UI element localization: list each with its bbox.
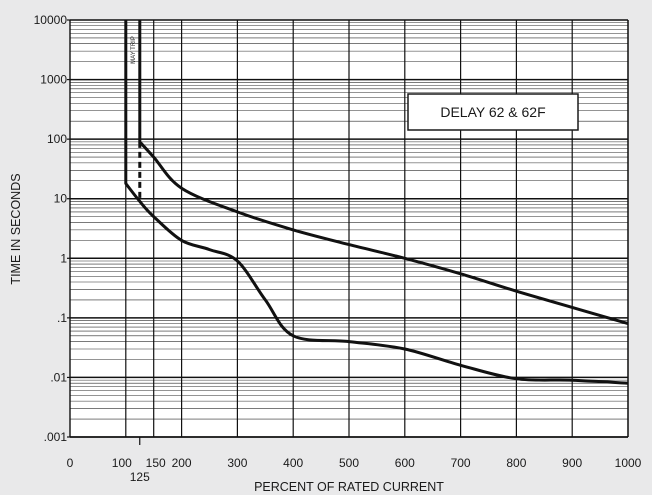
x-tick-label: 400	[283, 456, 303, 470]
y-tick-label: .001	[44, 430, 68, 444]
y-tick-label: .01	[50, 370, 67, 384]
x-axis-title: PERCENT OF RATED CURRENT	[254, 480, 444, 494]
x-tick-label: 200	[172, 456, 192, 470]
x-tick-label: 700	[451, 456, 471, 470]
legend-label: DELAY 62 & 62F	[440, 104, 545, 120]
x-tick-label: 500	[339, 456, 359, 470]
y-tick-label: 1	[60, 251, 67, 265]
may-trip-label: MAY TRIP	[131, 36, 137, 64]
legend: DELAY 62 & 62F	[407, 93, 579, 131]
x-tick-label: 300	[227, 456, 247, 470]
series-lower	[124, 20, 629, 385]
x-tick-label: 600	[395, 456, 415, 470]
y-tick-label: 10000	[34, 13, 68, 27]
y-tick-label: 100	[47, 132, 67, 146]
x-tick-label-125: 125	[130, 470, 150, 484]
y-tick-label: 1000	[40, 73, 67, 87]
x-tick-label: 900	[562, 456, 582, 470]
may-trip-annotation: MAY TRIP	[131, 36, 137, 64]
tick-labels: 10000 1000 100 10 1 .1 .01 .001 0 100 150 200 300 400…	[34, 13, 642, 484]
x-tick-label: 0	[67, 456, 74, 470]
x-tick-label: 1000	[615, 456, 642, 470]
x-tick-label: 150	[146, 456, 166, 470]
x-tick-label: 100	[112, 456, 132, 470]
y-tick-label: .1	[57, 311, 67, 325]
legend-box	[407, 93, 579, 131]
y-axis-title: TIME IN SECONDS	[9, 173, 23, 284]
series-upper	[138, 20, 629, 326]
x-tick-label: 800	[506, 456, 526, 470]
y-tick-label: 10	[54, 192, 68, 206]
series-layer	[124, 20, 629, 385]
